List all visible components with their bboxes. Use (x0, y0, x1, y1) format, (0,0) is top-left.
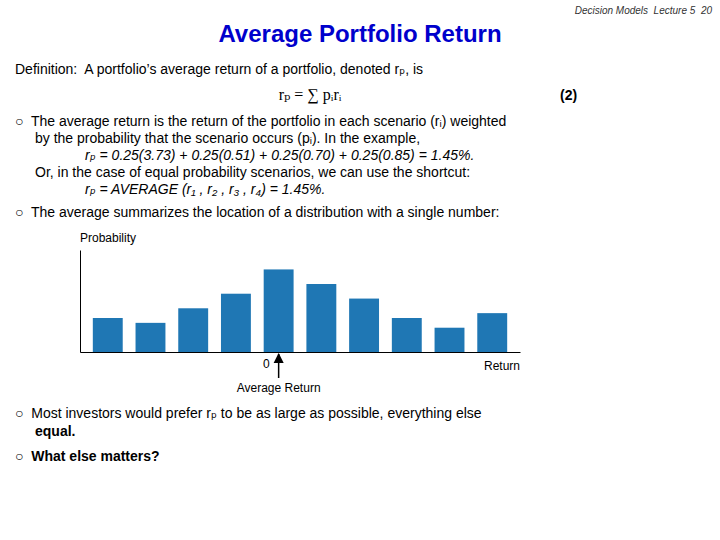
bar (477, 313, 507, 352)
bar (306, 284, 336, 352)
y-axis (80, 251, 81, 353)
annotation: rₚ = ∑ pᵢrᵢ (279, 86, 342, 104)
annotation: ○ Most investors would prefer rₚ to be a… (15, 405, 482, 421)
annotation: 0 (263, 357, 270, 371)
annotation: Average Return (237, 381, 321, 395)
slide: Decision Models Lecture 5 20 Average Port… (0, 0, 720, 540)
y-axis-label: Probability (80, 231, 136, 245)
x-axis (81, 352, 521, 353)
x-axis-label: Return (484, 359, 520, 373)
annotation: ○ What else matters? (15, 448, 160, 464)
plot-area (93, 269, 507, 352)
title: Average Portfolio Return (218, 20, 501, 47)
annotation: Or, in the case of equal probability sce… (35, 164, 470, 180)
bar (392, 318, 422, 352)
annotation: (2) (560, 87, 577, 103)
bar (221, 294, 251, 352)
x-axis-line (81, 352, 521, 353)
annotation: equal. (35, 423, 75, 439)
header-note: Decision Models Lecture 5 20 (575, 5, 713, 16)
annotation: rₚ = 0.25(3.73) + 0.25(0.51) + 0.25(0.70… (85, 147, 474, 163)
average-arrow (278, 354, 280, 378)
annotation: rₚ = AVERAGE (r₁ , r₂ , r₃ , r₄) = 1.45%… (85, 181, 325, 197)
bar (349, 299, 379, 352)
bar (435, 328, 465, 352)
bar (136, 323, 166, 352)
bar (264, 269, 294, 352)
annotation: Definition: A portfolio’s average return… (15, 61, 423, 77)
annotation: by the probability that the scenario occ… (35, 130, 420, 146)
annotation: ○ The average return is the return of th… (15, 113, 506, 129)
annotation: ○ The average summarizes the location of… (15, 204, 499, 220)
y-axis-line (80, 251, 81, 353)
bar (93, 318, 123, 352)
bar (178, 308, 208, 352)
